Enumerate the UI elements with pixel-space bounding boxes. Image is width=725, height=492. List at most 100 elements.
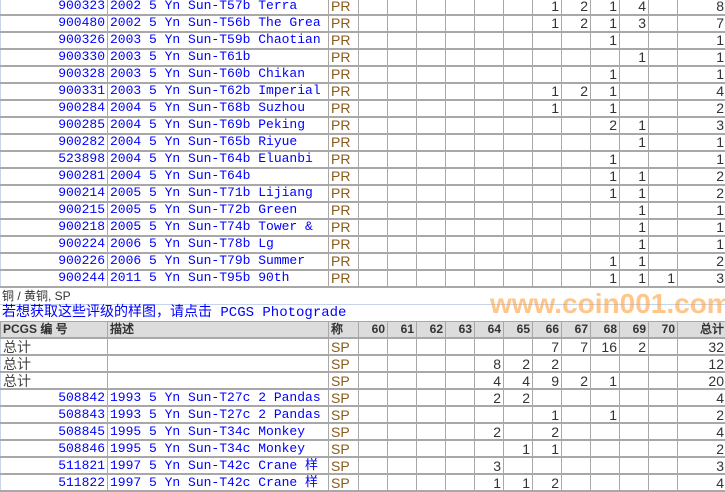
grade-count-61 (387, 252, 417, 271)
description-link[interactable]: 2011 5 Yn Sun-T95b 90th (107, 269, 329, 288)
photograde-link[interactable]: 若想获取这些评级的样图，请点击 PCGS Photograde (2, 304, 347, 321)
grade-count-60 (358, 235, 388, 254)
grade-count-68: 1 (590, 65, 620, 84)
grade-count-68: 1 (590, 269, 620, 288)
grade-count-60 (358, 473, 388, 492)
table-row: 900285 2004 5 Yn Sun-T69b Peking PR 2 1 3 (0, 116, 725, 135)
grade-count-64 (474, 269, 504, 288)
grade-count-65 (503, 252, 533, 271)
pcgs-number-link[interactable]: 508842 (0, 388, 108, 407)
table-row: 900328 2003 5 Yn Sun-T60b Chikan PR 1 1 (0, 65, 725, 84)
description-link[interactable]: 1993 5 Yn Sun-T27c 2 Pandas (107, 388, 329, 407)
grade-count-64 (474, 439, 504, 458)
grade-count-63 (445, 48, 475, 67)
grade-count-64 (474, 405, 504, 424)
description-link[interactable]: 2005 5 Yn Sun-T71b Lijiang (107, 184, 329, 203)
description-link[interactable]: 2006 5 Yn Sun-T78b Lg (107, 235, 329, 254)
pcgs-number-link[interactable]: 511821 (0, 456, 108, 475)
grade-prefix: PR (328, 14, 359, 33)
pcgs-number-link[interactable]: 900215 (0, 201, 108, 220)
grade-count-68: 1 (590, 99, 620, 118)
grade-count-66 (532, 456, 562, 475)
grade-count-62 (416, 218, 446, 237)
grade-count-66: 1 (532, 405, 562, 424)
description-link[interactable]: 2003 5 Yn Sun-T60b Chikan (107, 65, 329, 84)
grade-count-70 (648, 167, 678, 186)
pcgs-number-link[interactable]: 900323 (0, 0, 108, 16)
grade-count-67 (561, 422, 591, 441)
table-row: 总计 SP 8 2 2 12 (0, 354, 725, 373)
description-link[interactable]: 1995 5 Yn Sun-T34c Monkey (107, 422, 329, 441)
pcgs-number-link[interactable]: 900218 (0, 218, 108, 237)
description-link[interactable]: 2003 5 Yn Sun-T59b Chaotian (107, 31, 329, 50)
description-link[interactable]: 1997 5 Yn Sun-T42c Crane 样 (107, 473, 329, 492)
description-link[interactable]: 2005 5 Yn Sun-T74b Tower & (107, 218, 329, 237)
grade-count-66 (532, 31, 562, 50)
grade-count-70: 1 (648, 269, 678, 288)
header-description[interactable]: 描述 (107, 320, 329, 339)
grade-count-62 (416, 65, 446, 84)
grade-count-67 (561, 218, 591, 237)
grade-count-68: 1 (590, 0, 620, 16)
grade-count-65 (503, 82, 533, 101)
header-grade-63: 63 (445, 320, 475, 339)
description-link[interactable]: 2004 5 Yn Sun-T64b (107, 167, 329, 186)
pcgs-number-link[interactable]: 511822 (0, 473, 108, 492)
row-total: 1 (677, 65, 725, 84)
pcgs-number-link[interactable]: 508843 (0, 405, 108, 424)
pcgs-number-link[interactable]: 900284 (0, 99, 108, 118)
description-link[interactable]: 2002 5 Yn Sun-T57b Terra (107, 0, 329, 16)
description-link[interactable]: 2002 5 Yn Sun-T56b The Grea (107, 14, 329, 33)
grade-count-70 (648, 218, 678, 237)
table-row: 523898 2004 5 Yn Sun-T64b Eluanbi PR 1 1 (0, 150, 725, 169)
pcgs-number-link[interactable]: 900328 (0, 65, 108, 84)
description-link[interactable]: 2004 5 Yn Sun-T64b Eluanbi (107, 150, 329, 169)
description-link[interactable]: 2003 5 Yn Sun-T61b (107, 48, 329, 67)
grade-count-66 (532, 269, 562, 288)
grade-count-69: 1 (619, 252, 649, 271)
grade-count-69: 2 (619, 337, 649, 356)
description-link[interactable]: 1993 5 Yn Sun-T27c 2 Pandas (107, 405, 329, 424)
description-link[interactable]: 1995 5 Yn Sun-T34c Monkey (107, 439, 329, 458)
grade-prefix: PR (328, 252, 359, 271)
grade-count-70 (648, 405, 678, 424)
grade-count-66 (532, 235, 562, 254)
grade-count-69 (619, 31, 649, 50)
description-link[interactable]: 2005 5 Yn Sun-T72b Green (107, 201, 329, 220)
pcgs-number-link[interactable]: 900224 (0, 235, 108, 254)
grade-count-63 (445, 252, 475, 271)
pcgs-number-link[interactable]: 900282 (0, 133, 108, 152)
grade-count-70 (648, 65, 678, 84)
pcgs-number-link[interactable]: 900330 (0, 48, 108, 67)
grade-count-63 (445, 235, 475, 254)
header-pcgs-number[interactable]: PCGS 编 号 (0, 320, 108, 339)
pcgs-number-link[interactable]: 900281 (0, 167, 108, 186)
table-row: 900330 2003 5 Yn Sun-T61b PR 1 1 (0, 48, 725, 67)
grade-count-64 (474, 235, 504, 254)
grade-count-61 (387, 337, 417, 356)
grade-count-68 (590, 235, 620, 254)
description-link[interactable]: 2004 5 Yn Sun-T68b Suzhou (107, 99, 329, 118)
pcgs-number-link[interactable]: 900326 (0, 31, 108, 50)
grade-count-62 (416, 337, 446, 356)
pcgs-number-link[interactable]: 900214 (0, 184, 108, 203)
grade-prefix: SP (328, 439, 359, 458)
description-link[interactable]: 2004 5 Yn Sun-T69b Peking (107, 116, 329, 135)
grade-count-60 (358, 456, 388, 475)
table-row: 900218 2005 5 Yn Sun-T74b Tower & PR 1 1 (0, 218, 725, 237)
description-link[interactable]: 1997 5 Yn Sun-T42c Crane 样 (107, 456, 329, 475)
header-grade-68: 68 (590, 320, 620, 339)
pcgs-number-link[interactable]: 900480 (0, 14, 108, 33)
description-link[interactable]: 2006 5 Yn Sun-T79b Summer (107, 252, 329, 271)
description-link[interactable]: 2003 5 Yn Sun-T62b Imperial (107, 82, 329, 101)
pcgs-number-link[interactable]: 900226 (0, 252, 108, 271)
row-total: 1 (677, 48, 725, 67)
grade-count-63 (445, 405, 475, 424)
pcgs-number-link[interactable]: 900244 (0, 269, 108, 288)
pcgs-number-link[interactable]: 900331 (0, 82, 108, 101)
pcgs-number-link[interactable]: 900285 (0, 116, 108, 135)
pcgs-number-link[interactable]: 508846 (0, 439, 108, 458)
pcgs-number-link[interactable]: 508845 (0, 422, 108, 441)
pcgs-number-link[interactable]: 523898 (0, 150, 108, 169)
description-link[interactable]: 2004 5 Yn Sun-T65b Riyue (107, 133, 329, 152)
